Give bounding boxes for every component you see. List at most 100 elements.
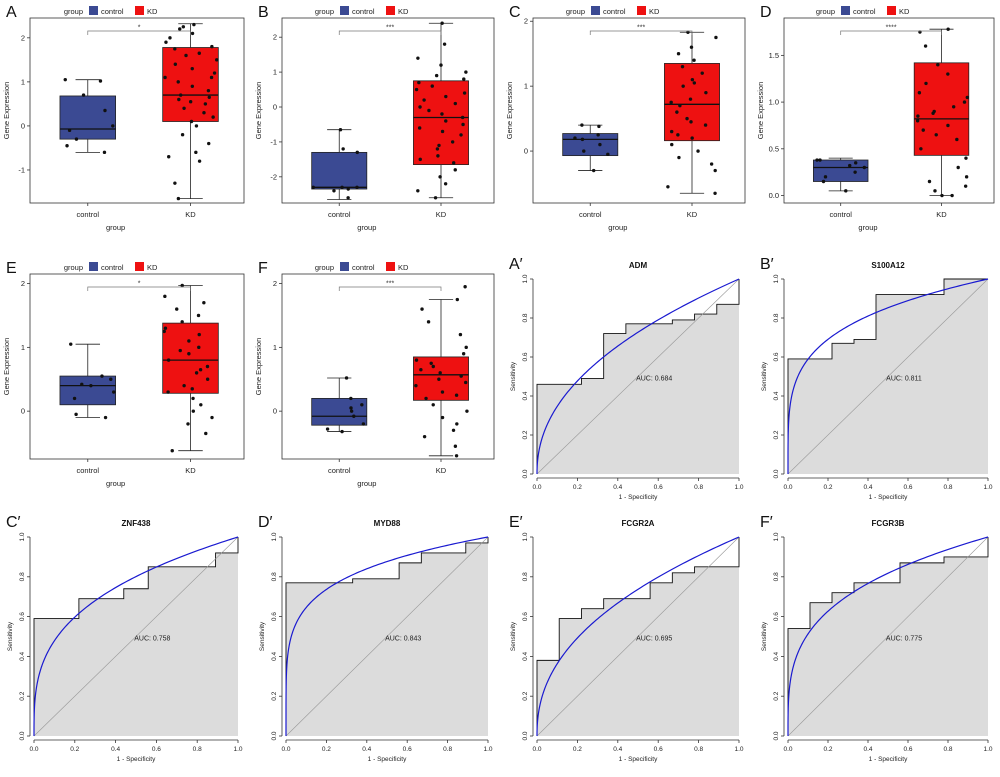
- x-tick-label: 0.2: [823, 746, 832, 753]
- data-point: [455, 422, 459, 426]
- data-point: [426, 320, 431, 324]
- data-point: [355, 150, 359, 155]
- data-point: [190, 84, 195, 88]
- data-point: [461, 352, 466, 356]
- data-point: [184, 53, 188, 58]
- box-control: [59, 77, 116, 155]
- y-tick-label: 2: [21, 279, 25, 288]
- panel-label: D′: [258, 514, 273, 531]
- data-point: [606, 152, 610, 157]
- data-point: [931, 111, 935, 116]
- x-tick-label: 0.0: [532, 484, 541, 491]
- y-tick-label: 0.4: [522, 391, 529, 400]
- data-point: [422, 434, 427, 439]
- data-point: [211, 115, 215, 119]
- data-point: [454, 454, 459, 458]
- legend-key-control: [340, 262, 349, 271]
- data-point: [437, 143, 441, 148]
- data-point: [190, 66, 194, 71]
- data-point: [921, 128, 925, 132]
- x-axis-label: 1 - Specificity: [619, 756, 658, 763]
- data-point: [453, 101, 458, 106]
- data-point: [713, 191, 717, 195]
- x-tick-label: 0.2: [70, 746, 79, 753]
- x-tick-label: 1.0: [483, 746, 492, 753]
- box-body: [664, 63, 720, 142]
- data-point: [346, 196, 350, 200]
- data-point: [204, 431, 208, 436]
- box-body: [311, 397, 368, 426]
- data-point: [688, 97, 693, 101]
- auc-label: AUC: 0.758: [134, 635, 170, 642]
- y-tick-label: 0.4: [19, 652, 26, 661]
- data-point: [443, 182, 448, 186]
- data-point: [173, 181, 177, 185]
- x-tick-label: 0.2: [823, 484, 832, 491]
- chart-svg: FCGR2A 0.00.0 0.2 0.2 0.4 0.4 0.6 0.6 0.8 0.8 1.0 1…: [510, 519, 744, 763]
- data-point: [666, 185, 670, 189]
- data-point: [950, 193, 954, 198]
- x-axis-label: 1 - Specificity: [869, 494, 908, 501]
- data-point: [192, 22, 196, 27]
- data-point: [338, 127, 343, 132]
- data-point: [180, 283, 184, 288]
- roc-diagonal: [33, 536, 239, 737]
- data-point: [418, 157, 422, 162]
- panel-label: E′: [509, 514, 523, 531]
- data-point: [437, 377, 441, 381]
- data-point: [162, 329, 166, 334]
- data-point: [462, 91, 467, 95]
- data-point: [100, 374, 104, 378]
- data-point: [463, 285, 467, 289]
- plot-border: [783, 17, 995, 204]
- roc-diagonal: [787, 536, 989, 737]
- legend-key-control: [89, 262, 98, 271]
- panel-c2: ZNF438 0.0 0.0 0.2 0.2 0.4 0.4 0.6 0.6 0.8 0.8 1.0 1…: [0, 510, 250, 777]
- data-point: [63, 77, 67, 82]
- chart-svg: ZNF438 0.00.0 0.2 0.2 0.4 0.4 0.6 0.6 0.8 0.8 1.0 1…: [7, 519, 243, 763]
- y-tick-label: 1: [273, 343, 277, 352]
- data-point: [168, 36, 172, 40]
- data-point: [422, 98, 426, 102]
- data-point: [212, 71, 217, 75]
- data-point: [203, 102, 208, 106]
- data-point: [915, 119, 920, 123]
- data-point: [964, 175, 969, 179]
- data-point: [206, 88, 211, 93]
- x-tick-label: KD: [436, 210, 447, 219]
- data-point: [67, 128, 72, 133]
- data-point: [573, 136, 577, 140]
- panel-label: F′: [760, 514, 773, 531]
- x-tick-label: control: [829, 210, 852, 219]
- data-point: [862, 165, 867, 170]
- data-point: [427, 108, 431, 113]
- data-point: [580, 137, 585, 142]
- legend-key-kd: [637, 6, 646, 15]
- data-point: [197, 332, 201, 337]
- data-point: [209, 75, 214, 80]
- data-point: [453, 168, 457, 172]
- chart-svg: ADM 0.00.0 0.2 0.2 0.4 0.4 0.6 0.6 0.8 0.8 1.0 1.0 S…: [510, 261, 744, 501]
- y-tick-label: 0.4: [271, 652, 278, 661]
- data-point: [196, 313, 201, 318]
- y-axis-label: Sensitivity: [510, 621, 517, 651]
- data-point: [853, 170, 857, 174]
- data-point: [815, 158, 819, 162]
- panel-b: group control KD -2 -1 0 1 2 Gene Expression *** c…: [252, 0, 500, 255]
- data-point: [946, 123, 950, 128]
- data-point: [81, 93, 86, 97]
- x-tick-label: 0.0: [29, 746, 38, 753]
- x-tick-label: 0.0: [783, 484, 792, 491]
- legend-key-control: [841, 6, 850, 15]
- x-tick-label: 1.0: [983, 746, 992, 753]
- data-point: [332, 189, 336, 193]
- data-point: [191, 396, 195, 401]
- x-tick-label: 0.8: [943, 484, 952, 491]
- data-point: [458, 332, 463, 337]
- box-body: [413, 80, 469, 166]
- data-point: [917, 91, 922, 95]
- x-tick-label: 0.0: [532, 746, 541, 753]
- data-point: [102, 150, 107, 155]
- x-axis-label: 1 - Specificity: [117, 756, 156, 763]
- data-point: [818, 158, 822, 162]
